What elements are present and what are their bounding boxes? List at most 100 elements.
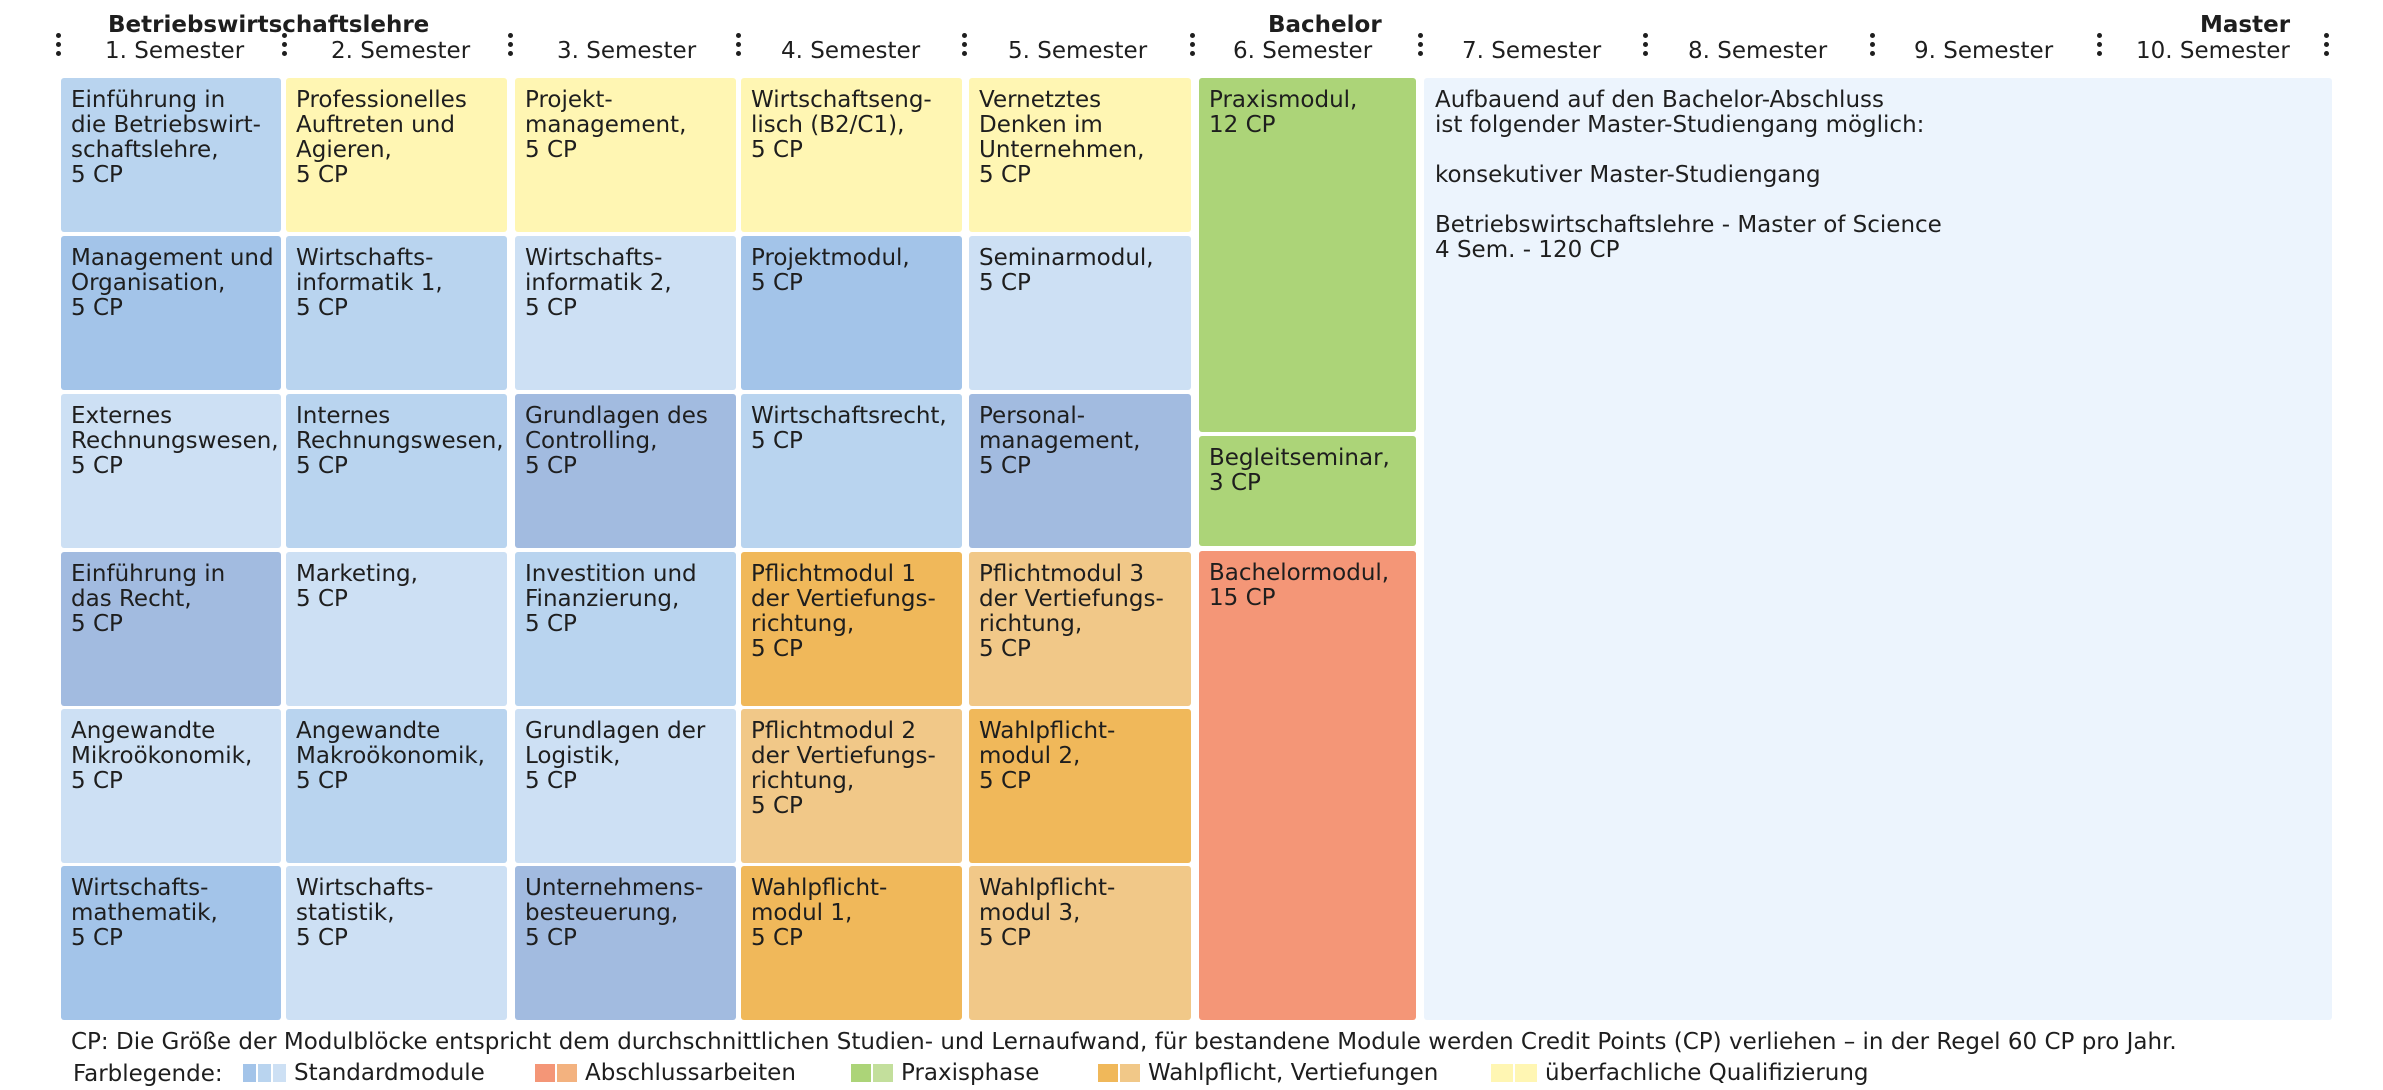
column-separator	[1418, 33, 1424, 65]
module-line: 5 CP	[979, 925, 1031, 951]
module-line: schaftslehre,	[71, 137, 219, 163]
legend-swatch	[557, 1064, 577, 1082]
column-separator	[1870, 33, 1876, 65]
master-duration: 4 Sem. - 120 CP	[1435, 237, 1620, 263]
module-line: modul 2,	[979, 743, 1081, 769]
module-cell: Professionelles Auftreten und Agieren, 5 CP	[286, 78, 507, 232]
column-separator	[1190, 33, 1196, 65]
module-cell: Internes Rechnungswesen, 5 CP	[286, 394, 507, 548]
module-line: Professionelles	[296, 87, 467, 113]
module-line: 5 CP	[296, 453, 348, 479]
module-line: 3 CP	[1209, 470, 1261, 496]
module-line: der Vertiefungs-	[751, 586, 936, 612]
semester-1-label: 1. Semester	[105, 38, 245, 64]
module-line: informatik 1,	[296, 270, 443, 296]
legend-label: Standardmodule	[294, 1060, 485, 1086]
module-line: Rechnungswesen,	[71, 428, 279, 454]
legend-qualification: überfachliche Qualifizierung	[1491, 1060, 1869, 1086]
legend-swatch	[873, 1064, 893, 1082]
module-line: Agieren,	[296, 137, 392, 163]
module-line: 5 CP	[979, 453, 1031, 479]
module-line: 5 CP	[71, 925, 123, 951]
module-cell: Wirtschafts-informatik 2, 5 CP	[515, 236, 736, 390]
module-line: Pflichtmodul 1	[751, 561, 916, 587]
column-separator	[1643, 33, 1649, 65]
legend-swatch	[258, 1064, 271, 1082]
module-line: Pflichtmodul 3	[979, 561, 1144, 587]
module-line: Angewandte	[71, 718, 216, 744]
module-line: Finanzierung,	[525, 586, 680, 612]
module-line: Wirtschafts-	[525, 245, 663, 271]
module-line: 5 CP	[525, 925, 577, 951]
module-cell: Investition und Finanzierung, 5 CP	[515, 552, 736, 706]
module-line: statistik,	[296, 900, 395, 926]
legend-swatch	[1120, 1064, 1140, 1082]
begleitseminar-module: Begleitseminar, 3 CP	[1199, 436, 1416, 546]
module-cell: Wahlpflicht-modul 1, 5 CP	[741, 866, 962, 1020]
master-label: Master	[2200, 12, 2291, 38]
module-line: 5 CP	[751, 925, 803, 951]
module-line: 5 CP	[71, 162, 123, 188]
module-line: Grundlagen der	[525, 718, 706, 744]
module-line: Projektmodul,	[751, 245, 910, 271]
module-cell: Pflichtmodul 2 der Vertiefungs-richtung, 5…	[741, 709, 962, 863]
module-line: 15 CP	[1209, 585, 1276, 611]
module-cell: Wirtschafts-informatik 1, 5 CP	[286, 236, 507, 390]
master-type: konsekutiver Master-Studiengang	[1435, 162, 1821, 188]
module-line: Praxismodul,	[1209, 87, 1358, 113]
module-line: lisch (B2/C1),	[751, 112, 905, 138]
module-line: Projekt-	[525, 87, 613, 113]
module-line: 5 CP	[751, 636, 803, 662]
module-line: 5 CP	[296, 295, 348, 321]
module-cell: Externes Rechnungswesen, 5 CP	[61, 394, 281, 548]
module-line: 5 CP	[71, 295, 123, 321]
module-line: 5 CP	[525, 768, 577, 794]
module-line: der Vertiefungs-	[751, 743, 936, 769]
legend-swatch	[243, 1064, 256, 1082]
module-line: Mikroökonomik,	[71, 743, 253, 769]
legend-swatch	[273, 1064, 286, 1082]
column-separator	[282, 33, 288, 65]
module-cell: Grundlagen der Logistik, 5 CP	[515, 709, 736, 863]
module-line: 5 CP	[525, 611, 577, 637]
semester-3-label: 3. Semester	[557, 38, 697, 64]
module-cell: Wirtschaftsrecht, 5 CP	[741, 394, 962, 548]
module-line: 12 CP	[1209, 112, 1276, 138]
module-line: 5 CP	[71, 453, 123, 479]
semester-6-label: 6. Semester	[1233, 38, 1373, 64]
master-intro-line-1: Aufbauend auf den Bachelor-Abschluss	[1435, 87, 1884, 113]
module-line: 5 CP	[525, 137, 577, 163]
module-line: management,	[979, 428, 1141, 454]
module-line: 5 CP	[525, 453, 577, 479]
module-line: 5 CP	[71, 611, 123, 637]
module-line: Wahlpflicht-	[751, 875, 888, 901]
module-cell: Pflichtmodul 3 der Vertiefungs-richtung, 5…	[969, 552, 1191, 706]
module-cell: Vernetztes Denken im Unternehmen, 5 CP	[969, 78, 1191, 232]
module-cell: Grundlagen des Controlling, 5 CP	[515, 394, 736, 548]
module-line: Vernetztes	[979, 87, 1102, 113]
legend-swatch	[1515, 1064, 1537, 1082]
module-line: Unternehmen,	[979, 137, 1145, 163]
module-line: 5 CP	[751, 793, 803, 819]
module-line: 5 CP	[979, 768, 1031, 794]
module-line: Grundlagen des	[525, 403, 708, 429]
module-line: Externes	[71, 403, 173, 429]
legend-swatch	[1098, 1064, 1118, 1082]
module-line: richtung,	[751, 611, 855, 637]
module-line: Begleitseminar,	[1209, 445, 1390, 471]
module-line: Controlling,	[525, 428, 658, 454]
semester-8-label: 8. Semester	[1688, 38, 1828, 64]
module-cell: Angewandte Mikroökonomik, 5 CP	[61, 709, 281, 863]
module-line: Denken im	[979, 112, 1103, 138]
semester-5-label: 5. Semester	[1008, 38, 1148, 64]
module-line: Wirtschafts-	[296, 875, 434, 901]
module-line: Wahlpflicht-	[979, 718, 1116, 744]
module-line: Unternehmens-	[525, 875, 704, 901]
module-line: Seminarmodul,	[979, 245, 1154, 271]
module-line: Wirtschafts-	[296, 245, 434, 271]
module-line: 5 CP	[751, 428, 803, 454]
module-line: mathematik,	[71, 900, 218, 926]
module-cell: Einführung in die Betriebswirt-schaftsleh…	[61, 78, 281, 232]
bachelor-label: Bachelor	[1268, 12, 1382, 38]
module-line: 5 CP	[979, 636, 1031, 662]
